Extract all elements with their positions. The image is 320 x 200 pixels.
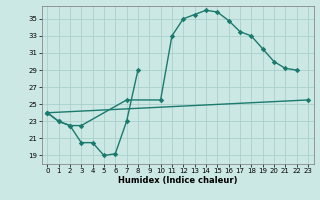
X-axis label: Humidex (Indice chaleur): Humidex (Indice chaleur)	[118, 176, 237, 185]
